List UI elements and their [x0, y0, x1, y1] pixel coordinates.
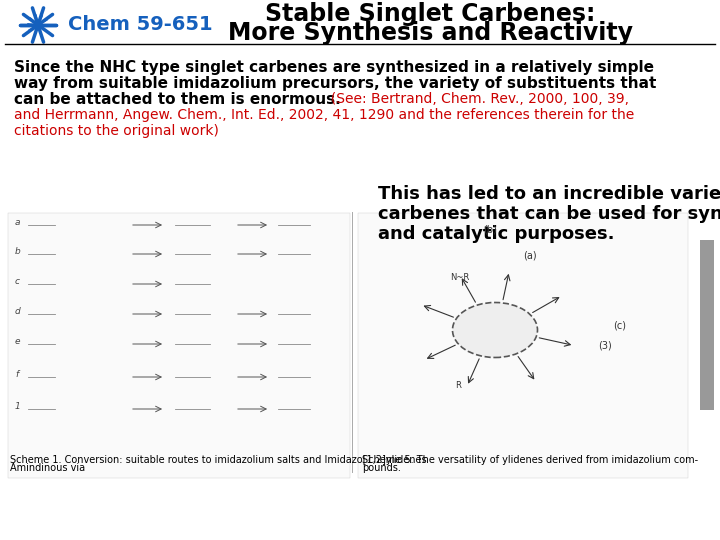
Text: This has led to an incredible variety of: This has led to an incredible variety of	[378, 185, 720, 203]
Text: and catalytic purposes.: and catalytic purposes.	[378, 225, 614, 243]
Text: c: c	[15, 277, 20, 286]
Text: Stable Singlet Carbenes:: Stable Singlet Carbenes:	[265, 2, 595, 26]
Bar	[358, 213, 688, 478]
Text: (3): (3)	[598, 340, 612, 350]
Text: way from suitable imidazolium precursors, the variety of substituents that: way from suitable imidazolium precursors…	[14, 76, 657, 91]
Text: pounds.: pounds.	[362, 463, 401, 473]
Text: a: a	[15, 218, 20, 227]
Text: carbenes that can be used for synthetic: carbenes that can be used for synthetic	[378, 205, 720, 223]
Text: b: b	[15, 247, 21, 256]
Text: More Synthesis and Reactivity: More Synthesis and Reactivity	[228, 21, 632, 45]
Text: Scheme 1. Conversion: suitable routes to imidazolium salts and Imidazo[1,2]ylide: Scheme 1. Conversion: suitable routes to…	[10, 455, 427, 465]
Text: (b): (b)	[483, 225, 497, 235]
Text: (c): (c)	[613, 320, 626, 330]
Text: f: f	[15, 370, 18, 379]
Text: e: e	[15, 337, 20, 346]
Text: (a): (a)	[523, 250, 537, 260]
Text: 1: 1	[15, 402, 21, 411]
Bar	[700, 240, 714, 410]
Text: citations to the original work): citations to the original work)	[14, 124, 219, 138]
Text: Amindinous via: Amindinous via	[10, 463, 85, 473]
Text: N~R: N~R	[451, 273, 469, 282]
Text: Chem 59-651: Chem 59-651	[68, 16, 212, 35]
Text: can be attached to them is enormous.: can be attached to them is enormous.	[14, 92, 341, 107]
Text: Scheme 5. The versatility of ylidenes derived from imidazolium com-: Scheme 5. The versatility of ylidenes de…	[362, 455, 698, 465]
Text: (See: Bertrand, Chem. Rev., 2000, 100, 39,: (See: Bertrand, Chem. Rev., 2000, 100, 3…	[322, 92, 629, 106]
Bar	[8, 213, 350, 478]
Text: Since the NHC type singlet carbenes are synthesized in a relatively simple: Since the NHC type singlet carbenes are …	[14, 60, 654, 75]
Ellipse shape	[452, 302, 538, 357]
Text: R: R	[455, 381, 461, 389]
Text: d: d	[15, 307, 21, 316]
Text: and Herrmann, Angew. Chem., Int. Ed., 2002, 41, 1290 and the references therein : and Herrmann, Angew. Chem., Int. Ed., 20…	[14, 108, 634, 122]
